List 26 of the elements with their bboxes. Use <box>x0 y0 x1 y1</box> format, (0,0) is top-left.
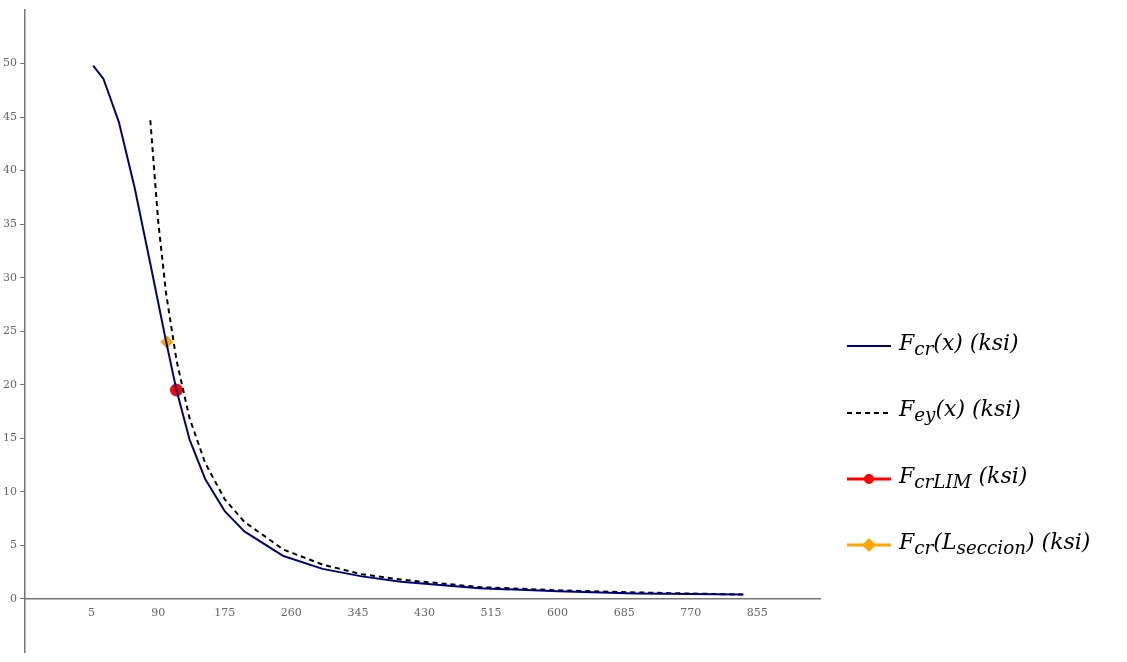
x-tick-label: 260 <box>280 606 302 620</box>
legend-label: F$_{cr}$(x) (ksi) <box>899 330 1019 362</box>
x-tick-label: 430 <box>413 606 435 620</box>
x-tick-label: 600 <box>547 606 569 620</box>
x-tick-label: 345 <box>347 606 369 620</box>
x-tick-label: 855 <box>746 606 768 620</box>
y-tick-label: 10 <box>3 484 17 498</box>
x-tick-label: 90 <box>151 606 166 620</box>
legend-label: F$_{crLIM}$ (ksi) <box>899 462 1028 495</box>
x-tick-label: 515 <box>480 606 502 620</box>
y-tick-label: 15 <box>3 431 17 445</box>
x-tick-label: 175 <box>214 606 236 620</box>
y-tick-label: 45 <box>3 109 17 123</box>
legend-label: F$_{cr}$(L$_{seccion}$) (ksi) <box>899 529 1091 561</box>
y-tick-label: 30 <box>3 270 17 284</box>
x-tick-label: 770 <box>680 606 702 620</box>
x-tick-label: 685 <box>613 606 635 620</box>
y-tick-label: 35 <box>3 216 17 230</box>
y-tick-label: 25 <box>3 324 17 338</box>
x-tick-label: 5 <box>88 606 96 620</box>
y-tick-label: 5 <box>10 538 17 552</box>
y-tick-label: 40 <box>3 163 17 177</box>
legend-label: F$_{ey}$(x) (ksi) <box>899 396 1021 428</box>
y-tick-label: 0 <box>10 591 17 605</box>
y-tick-label: 50 <box>3 56 17 70</box>
y-tick-label: 20 <box>3 377 17 391</box>
